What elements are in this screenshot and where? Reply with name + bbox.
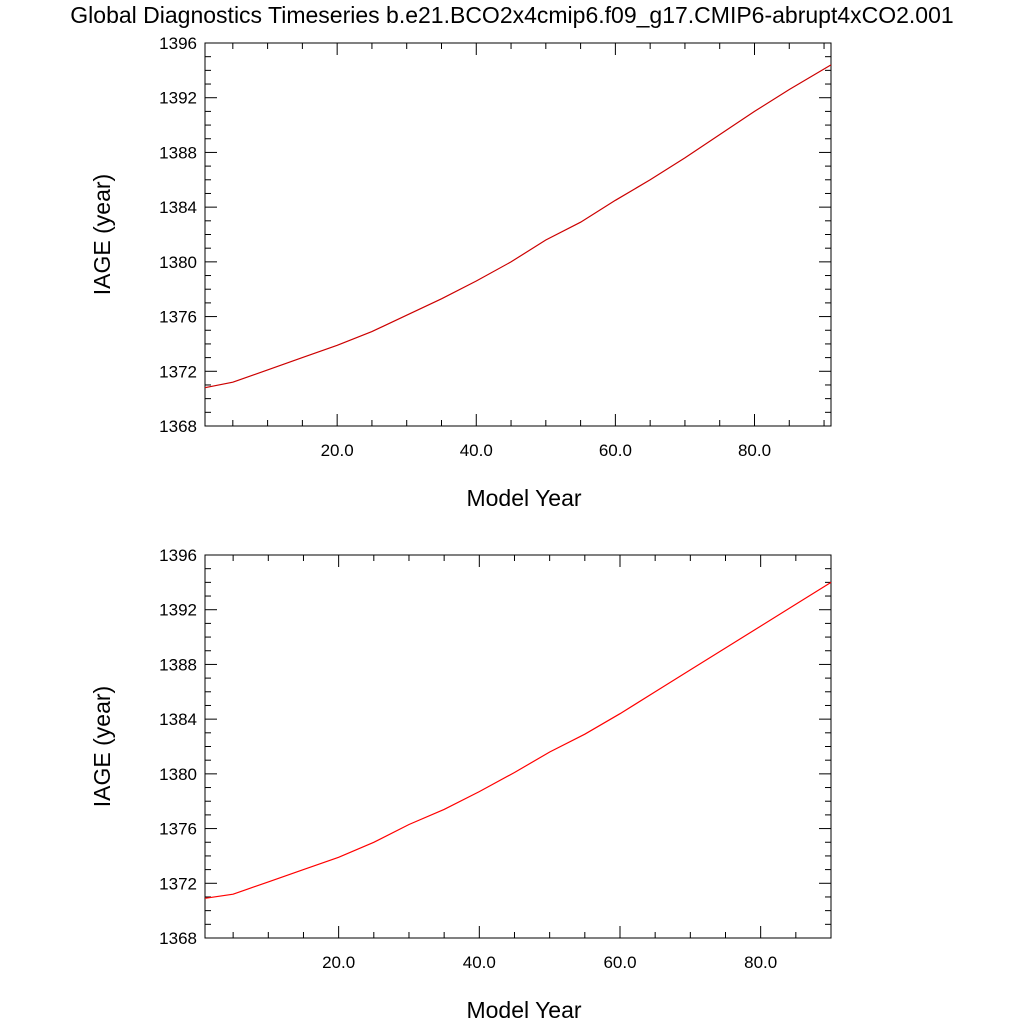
x-tick-label: 40.0 xyxy=(463,953,496,972)
x-axis-label: Model Year xyxy=(466,997,581,1023)
y-tick-label: 1384 xyxy=(159,198,197,217)
x-tick-label: 60.0 xyxy=(599,441,632,460)
y-tick-label: 1388 xyxy=(159,655,197,674)
y-tick-label: 1380 xyxy=(159,253,197,272)
y-tick-label: 1384 xyxy=(159,710,197,729)
iage-timeseries-panel-bottom: 20.0 40.0 60.0 80.0 1368 1372 1376 1380 1384 1388… xyxy=(89,546,832,1023)
y-tick-label: 1376 xyxy=(159,820,197,839)
y-axis-label: IAGE (year) xyxy=(89,174,115,295)
y-tick-label: 1392 xyxy=(159,89,197,108)
figure-title: Global Diagnostics Timeseries b.e21.BCO2… xyxy=(70,2,954,28)
iage-series-line xyxy=(204,581,832,899)
y-tick-label: 1388 xyxy=(159,143,197,162)
y-tick-label: 1396 xyxy=(159,546,197,565)
y-tick-label: 1368 xyxy=(159,417,197,436)
x-tick-label: 80.0 xyxy=(738,441,771,460)
y-tick-label: 1368 xyxy=(159,929,197,948)
plot-frame xyxy=(204,554,832,939)
y-axis-label: IAGE (year) xyxy=(89,686,115,807)
x-tick-label: 40.0 xyxy=(460,441,493,460)
y-tick-label: 1392 xyxy=(159,601,197,620)
x-axis-label: Model Year xyxy=(466,485,581,511)
x-tick-label: 80.0 xyxy=(744,953,777,972)
x-tick-label: 60.0 xyxy=(603,953,636,972)
y-tick-label: 1376 xyxy=(159,308,197,327)
iage-series-line xyxy=(204,64,832,389)
iage-timeseries-panel-top: 20.0 40.0 60.0 80.0 1368 1372 1376 1380 1384 1388… xyxy=(89,34,832,511)
y-tick-label: 1372 xyxy=(159,874,197,893)
x-tick-label: 20.0 xyxy=(322,953,355,972)
y-tick-label: 1372 xyxy=(159,362,197,381)
y-tick-label: 1396 xyxy=(159,34,197,53)
y-tick-label: 1380 xyxy=(159,765,197,784)
x-tick-label: 20.0 xyxy=(321,441,354,460)
plot-frame xyxy=(204,42,832,427)
